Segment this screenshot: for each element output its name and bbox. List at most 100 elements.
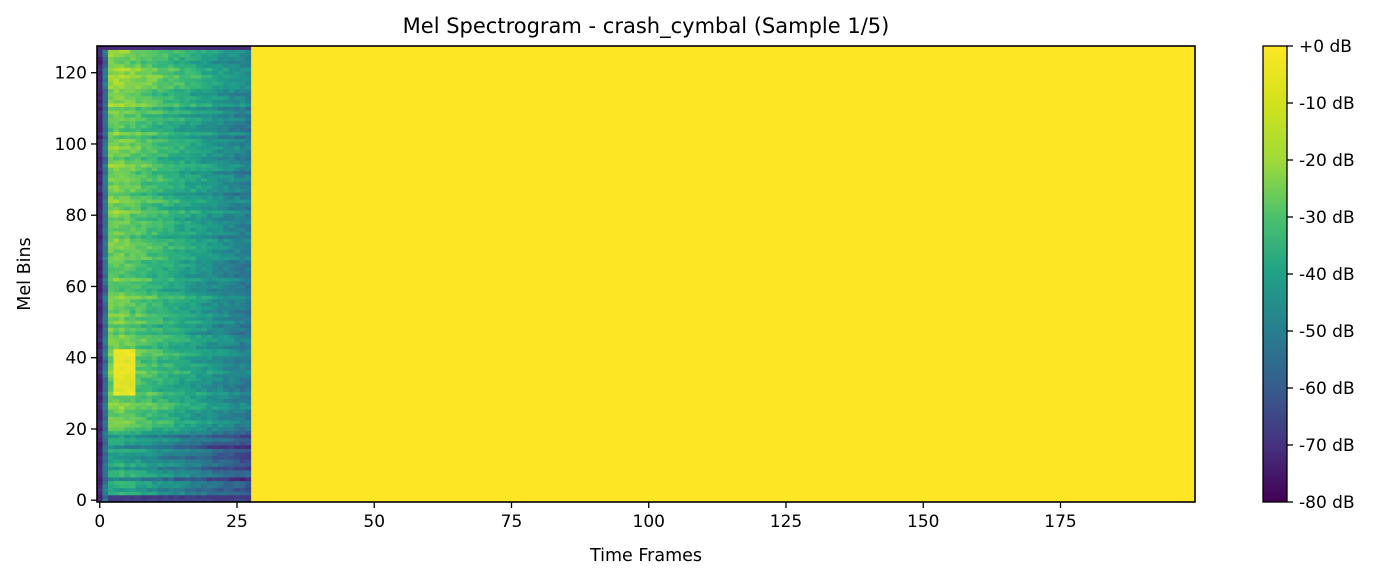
heatmap-cell bbox=[223, 355, 230, 360]
heatmap-cell bbox=[157, 181, 164, 186]
heatmap-cell bbox=[113, 469, 120, 474]
heatmap-cell bbox=[234, 67, 241, 72]
heatmap-cell bbox=[140, 298, 147, 303]
heatmap-cell bbox=[234, 331, 241, 335]
heatmap-cell bbox=[135, 231, 142, 236]
heatmap-cell bbox=[173, 131, 180, 136]
heatmap-cell bbox=[245, 60, 252, 65]
heatmap-cell bbox=[245, 131, 252, 136]
heatmap-cell bbox=[173, 160, 180, 164]
heatmap-cell bbox=[124, 124, 131, 129]
heatmap-cell bbox=[228, 209, 235, 214]
heatmap-cell bbox=[184, 359, 191, 364]
heatmap-cell bbox=[157, 53, 164, 58]
heatmap-cell bbox=[140, 363, 147, 368]
heatmap-cell bbox=[179, 341, 186, 346]
heatmap-cell bbox=[162, 149, 169, 154]
heatmap-cell bbox=[124, 220, 131, 225]
heatmap-cell bbox=[124, 359, 131, 364]
heatmap-cell bbox=[140, 341, 147, 346]
heatmap-cell bbox=[212, 213, 219, 218]
heatmap-cell bbox=[113, 466, 120, 471]
heatmap-cell bbox=[107, 270, 114, 275]
heatmap-cell bbox=[228, 338, 235, 343]
heatmap-cell bbox=[184, 192, 191, 197]
heatmap-cell bbox=[113, 313, 120, 318]
heatmap-cell bbox=[173, 395, 180, 400]
heatmap-cell bbox=[195, 338, 202, 343]
heatmap-cell bbox=[195, 298, 202, 303]
heatmap-cell bbox=[195, 473, 202, 478]
heatmap-cell bbox=[168, 202, 175, 207]
heatmap-cell bbox=[162, 448, 169, 453]
heatmap-cell bbox=[168, 74, 175, 79]
heatmap-cell bbox=[190, 412, 197, 417]
x-tick-label: 50 bbox=[363, 512, 385, 532]
heatmap-cell bbox=[217, 455, 224, 460]
heatmap-cell bbox=[129, 177, 136, 182]
heatmap-cell bbox=[212, 487, 219, 492]
heatmap-cell bbox=[107, 466, 114, 471]
heatmap-cell bbox=[107, 120, 114, 125]
heatmap-cell bbox=[184, 131, 191, 136]
heatmap-cell bbox=[168, 298, 175, 303]
heatmap-cell bbox=[157, 252, 164, 257]
heatmap-cell bbox=[107, 487, 114, 492]
heatmap-cell bbox=[146, 491, 153, 496]
heatmap-cell bbox=[162, 117, 169, 122]
heatmap-cell bbox=[107, 56, 114, 61]
heatmap-cell bbox=[151, 192, 158, 197]
heatmap-cell bbox=[146, 484, 153, 489]
heatmap-cell bbox=[124, 373, 131, 378]
heatmap-cell bbox=[228, 281, 235, 286]
heatmap-cell bbox=[140, 295, 147, 300]
heatmap-cell bbox=[113, 92, 120, 97]
heatmap-cell bbox=[206, 331, 213, 335]
heatmap-cell bbox=[223, 452, 230, 457]
heatmap-cell bbox=[124, 409, 131, 414]
heatmap-cell bbox=[212, 323, 219, 328]
heatmap-cell bbox=[135, 274, 142, 278]
heatmap-cell bbox=[245, 309, 252, 314]
heatmap-cell bbox=[157, 469, 164, 474]
heatmap-cell bbox=[228, 288, 235, 293]
heatmap-cell bbox=[234, 56, 241, 61]
heatmap-cell bbox=[97, 274, 103, 278]
heatmap-cell bbox=[179, 284, 186, 289]
heatmap-cell bbox=[245, 427, 252, 432]
heatmap-cell bbox=[118, 284, 125, 289]
heatmap-cell bbox=[206, 430, 213, 435]
heatmap-cell bbox=[140, 323, 147, 328]
heatmap-cell bbox=[179, 227, 186, 232]
heatmap-cell bbox=[228, 398, 235, 403]
heatmap-cell bbox=[239, 124, 246, 129]
heatmap-cell bbox=[107, 370, 114, 375]
heatmap-cell bbox=[129, 99, 136, 104]
heatmap-cell bbox=[146, 127, 153, 132]
heatmap-cell bbox=[195, 192, 202, 197]
heatmap-cell bbox=[124, 477, 131, 482]
heatmap-cell bbox=[245, 405, 252, 410]
heatmap-cell bbox=[179, 99, 186, 104]
heatmap-cell bbox=[151, 160, 158, 164]
heatmap-cell bbox=[124, 167, 131, 172]
heatmap-cell bbox=[234, 274, 241, 278]
heatmap-cell bbox=[206, 231, 213, 236]
heatmap-cell bbox=[184, 455, 191, 460]
heatmap-cell bbox=[206, 469, 213, 474]
heatmap-cell bbox=[151, 370, 158, 375]
heatmap-cell bbox=[162, 391, 169, 396]
heatmap-cell bbox=[217, 370, 224, 375]
heatmap-cell bbox=[217, 348, 224, 353]
heatmap-cell bbox=[124, 459, 131, 464]
heatmap-cell bbox=[157, 99, 164, 104]
heatmap-cell bbox=[195, 110, 202, 115]
heatmap-cell bbox=[107, 74, 114, 79]
heatmap-cell bbox=[102, 170, 109, 175]
heatmap-cell bbox=[151, 313, 158, 318]
heatmap-cell bbox=[102, 462, 109, 467]
heatmap-cell bbox=[140, 466, 147, 471]
heatmap-cell bbox=[146, 49, 153, 54]
heatmap-cell bbox=[206, 110, 213, 115]
heatmap-cell bbox=[107, 416, 114, 421]
